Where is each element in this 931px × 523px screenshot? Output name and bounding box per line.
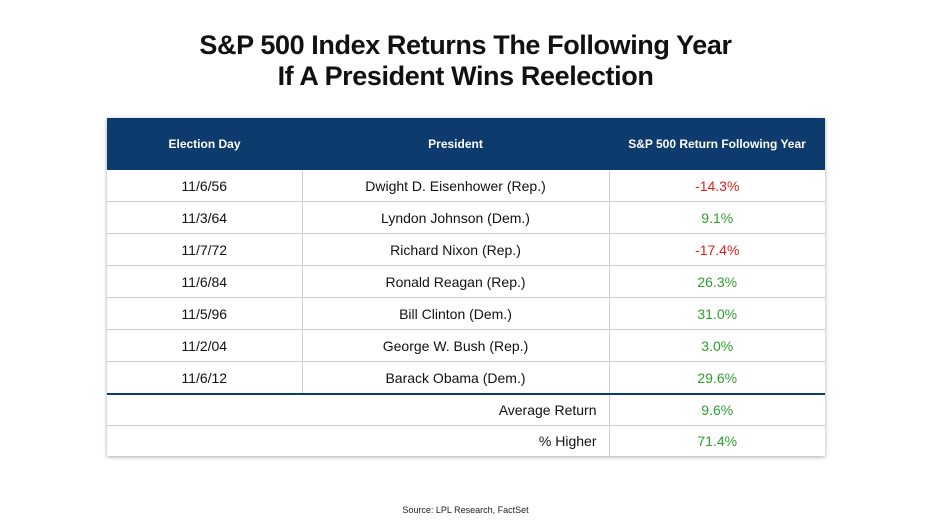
table-row: 11/6/12 Barack Obama (Dem.) 29.6% bbox=[107, 361, 825, 394]
president-cell: Dwight D. Eisenhower (Rep.) bbox=[301, 170, 610, 202]
election-day-cell: 11/7/72 bbox=[107, 233, 302, 266]
summary-value: 71.4% bbox=[608, 425, 825, 456]
column-header-election-day: Election Day bbox=[107, 118, 302, 170]
return-cell: 3.0% bbox=[609, 329, 825, 362]
table-row: 11/5/96 Bill Clinton (Dem.) 31.0% bbox=[107, 297, 825, 330]
column-header-return: S&P 500 Return Following Year bbox=[609, 118, 825, 170]
table-row: 11/7/72 Richard Nixon (Rep.) -17.4% bbox=[107, 233, 825, 266]
election-day-cell: 11/3/64 bbox=[107, 201, 302, 234]
returns-table-container: Election Day President S&P 500 Return Fo… bbox=[107, 118, 825, 456]
table-body: 11/6/56 Dwight D. Eisenhower (Rep.) -14.3%… bbox=[107, 170, 825, 394]
chart-title-line-1: S&P 500 Index Returns The Following Year bbox=[199, 30, 732, 60]
election-day-cell: 11/6/84 bbox=[107, 265, 302, 298]
return-cell: 29.6% bbox=[609, 361, 825, 394]
president-cell: Ronald Reagan (Rep.) bbox=[301, 265, 610, 298]
return-cell: 26.3% bbox=[609, 265, 825, 298]
summary-row-average: Average Return 9.6% bbox=[107, 393, 825, 426]
president-cell: George W. Bush (Rep.) bbox=[301, 329, 610, 362]
table-header-row: Election Day President S&P 500 Return Fo… bbox=[107, 118, 825, 170]
election-day-cell: 11/6/56 bbox=[181, 177, 228, 194]
president-cell: Richard Nixon (Rep.) bbox=[301, 233, 610, 266]
chart-title-line-2: If A President Wins Reelection bbox=[277, 61, 654, 91]
summary-value: 9.6% bbox=[608, 393, 825, 426]
president-cell: Bill Clinton (Dem.) bbox=[301, 297, 610, 330]
source-note: Source: LPL Research, FactSet bbox=[402, 505, 529, 515]
return-cell: -14.3% bbox=[695, 177, 740, 194]
table-row: 11/3/64 Lyndon Johnson (Dem.) 9.1% bbox=[107, 201, 825, 234]
table-row: 11/2/04 George W. Bush (Rep.) 3.0% bbox=[107, 329, 825, 362]
return-cell: -17.4% bbox=[609, 233, 825, 266]
return-cell: 9.1% bbox=[609, 201, 825, 234]
column-header-president: President bbox=[302, 118, 609, 170]
president-cell: Lyndon Johnson (Dem.) bbox=[301, 201, 610, 234]
returns-table: Election Day President S&P 500 Return Fo… bbox=[107, 118, 825, 456]
table-row: 11/6/84 Ronald Reagan (Rep.) 26.3% bbox=[107, 265, 825, 298]
summary-label: Average Return bbox=[107, 393, 609, 426]
summary-row-higher: % Higher 71.4% bbox=[107, 425, 825, 456]
president-cell: Barack Obama (Dem.) bbox=[301, 361, 610, 394]
return-cell: 31.0% bbox=[609, 297, 825, 330]
summary-label: % Higher bbox=[107, 425, 609, 456]
election-day-cell: 11/2/04 bbox=[107, 329, 302, 362]
table-row: 11/6/56 Dwight D. Eisenhower (Rep.) -14.3% bbox=[107, 170, 825, 202]
election-day-cell: 11/6/12 bbox=[107, 361, 302, 394]
election-day-cell: 11/5/96 bbox=[107, 297, 302, 330]
